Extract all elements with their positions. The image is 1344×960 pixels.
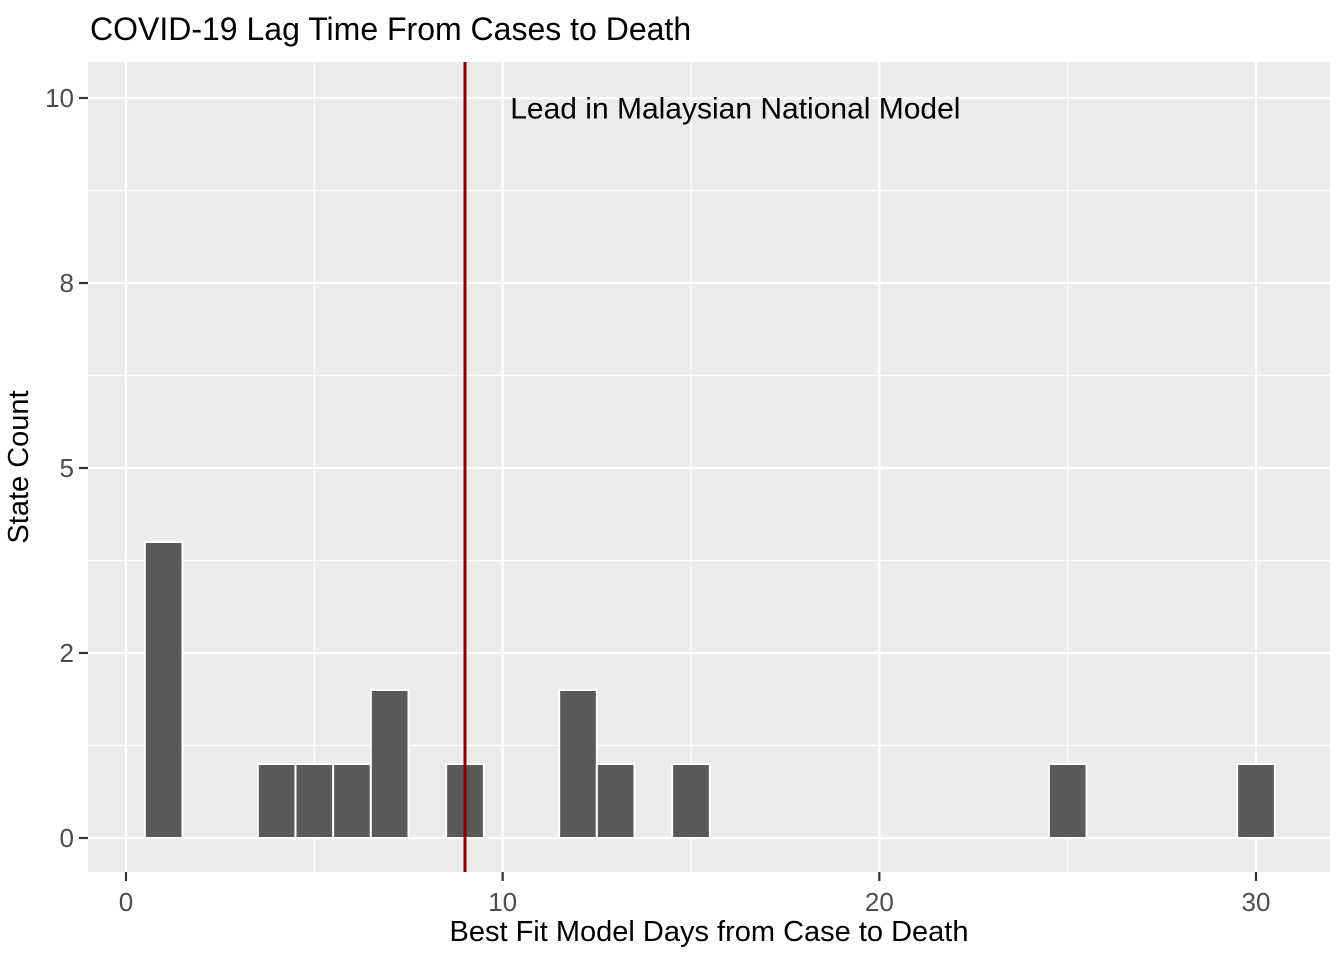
x-tick-label: 30 [1242, 887, 1271, 917]
histogram-bar [143, 541, 184, 839]
histogram-bar [1236, 763, 1276, 839]
x-tick-label: 10 [488, 887, 517, 917]
y-tick-label: 0 [60, 823, 74, 853]
y-tick-label: 2 [60, 638, 74, 668]
gridlines-major [88, 62, 1330, 872]
plot-title: COVID-19 Lag Time From Cases to Death [90, 11, 691, 47]
y-tick-label: 5 [60, 453, 74, 483]
histogram-bar [369, 689, 410, 839]
vline-annotation: Lead in Malaysian National Model [510, 93, 960, 126]
y-tick-labels: 0 2 5 8 10 [45, 83, 74, 853]
histogram-bar [294, 763, 335, 839]
x-tick-labels: 0 10 20 30 [119, 887, 1271, 917]
y-axis-title: State Count [3, 390, 35, 543]
histogram-bar [671, 763, 711, 839]
histogram-bar [256, 763, 297, 839]
axis-tick-marks [79, 96, 1258, 881]
histogram-bars [143, 541, 1276, 839]
histogram-bar [1047, 763, 1088, 839]
y-tick-label: 10 [45, 83, 74, 113]
histogram-bar [332, 763, 372, 839]
y-tick-label: 8 [60, 268, 74, 298]
x-tick-label: 0 [119, 887, 133, 917]
histogram-bar [595, 763, 636, 839]
histogram-bar [558, 689, 598, 839]
x-axis-title: Best Fit Model Days from Case to Death [450, 916, 969, 948]
x-tick-label: 20 [865, 887, 894, 917]
